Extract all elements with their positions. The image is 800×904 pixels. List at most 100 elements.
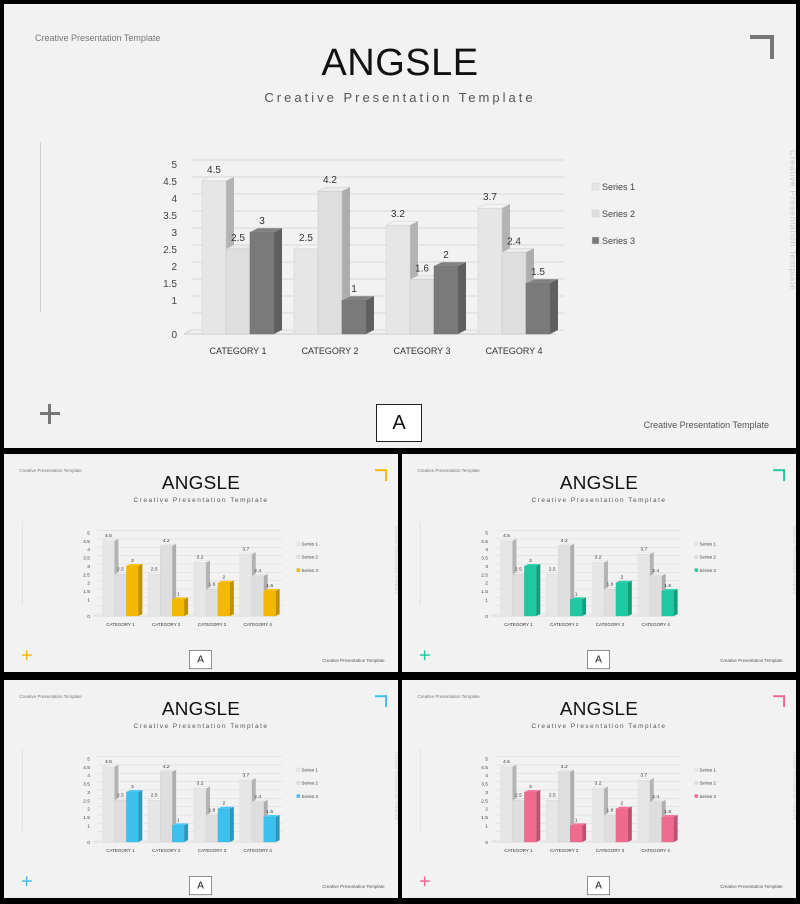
bar-front	[661, 816, 674, 843]
y-tick-label: 2	[485, 807, 488, 813]
legend-swatch	[296, 781, 301, 785]
bar-front	[193, 788, 207, 843]
y-tick-label: 2.5	[163, 245, 177, 256]
bar-front	[293, 248, 319, 335]
y-tick-label: 4	[171, 194, 177, 205]
axis-floor-edge	[183, 329, 193, 335]
axis-floor-edge	[93, 613, 98, 617]
bar	[263, 588, 280, 617]
bar-front	[637, 554, 650, 617]
bar-front	[512, 800, 525, 843]
data-label: 1.5	[664, 583, 671, 589]
data-label: 4.2	[561, 764, 568, 770]
bar-front	[603, 815, 617, 843]
page-subtitle: Creative Presentation Template	[264, 90, 536, 105]
bar	[217, 806, 234, 843]
data-label: 2.5	[231, 233, 245, 244]
x-tick-label: CATEGORY 2	[550, 848, 579, 853]
y-tick-label: 2	[87, 807, 90, 813]
bar-side	[673, 815, 678, 843]
data-label: 4.2	[163, 538, 170, 544]
x-tick-label: CATEGORY 4	[244, 622, 273, 627]
corner-bracket-icon	[750, 35, 774, 59]
data-label: 3.7	[640, 546, 647, 552]
bar-chart: 0 1 1.5 2 2.5 3 3.5 4 4.5 5 4.5 2.5 3 CATEGORY 1 2.5 4.…	[83, 530, 318, 627]
main-slide: Creative Presentation Template ANGSLE Cr…	[4, 4, 796, 448]
data-label: 4.2	[323, 175, 337, 186]
bar-front	[385, 224, 411, 335]
data-label: 4.5	[105, 759, 112, 765]
y-tick-label: 5	[87, 757, 90, 763]
bar	[570, 597, 587, 617]
legend-label: Series 2	[602, 209, 635, 219]
corner-bracket-icon	[773, 695, 786, 708]
x-tick-label: CATEGORY 3	[198, 622, 227, 627]
bar-chart: 0 1 1.5 2 2.5 3 3.5 4 4.5 5 4.5 2.5 3 CATEGORY 1 2.5 4.…	[481, 530, 717, 627]
bar-front	[477, 207, 503, 335]
legend-swatch	[694, 541, 699, 546]
y-tick-label: 1.5	[83, 589, 90, 595]
bar	[172, 597, 189, 617]
y-tick-label: 1.5	[481, 815, 488, 821]
y-tick-label: 1	[87, 597, 90, 603]
legend-swatch	[694, 767, 699, 772]
bar-front	[148, 574, 161, 617]
data-label: 1.6	[208, 581, 215, 587]
y-tick-label: 1.5	[83, 815, 90, 821]
bar-side	[184, 823, 189, 843]
bar-front	[102, 540, 115, 617]
legend-label: Series 3	[302, 794, 319, 799]
plus-icon	[21, 650, 32, 661]
bar-chart: 0 1 1.5 2 2.5 3 3.5 4 4.5 5 4.5 2.5 3 CATEGORY 1 2.5 4.…	[481, 756, 716, 853]
bar-chart: 0 1 1.5 2 2.5 3 3.5 4 4.5 5 4.5 2.5 3 CATEGORY 1 2.5 4.…	[83, 756, 319, 853]
letter-box: A	[189, 876, 212, 896]
bar-front	[102, 766, 115, 843]
data-label: 2	[621, 575, 624, 581]
legend-swatch	[296, 794, 301, 798]
slide-pink: Creative Presentation Template ANGSLE Cr…	[402, 680, 796, 898]
data-label: 2.5	[549, 792, 556, 798]
bar	[615, 806, 632, 843]
footer-text: Creative Presentation Template	[720, 658, 783, 664]
y-tick-label: 3.5	[163, 211, 177, 222]
bar-front	[603, 589, 617, 617]
bar-front	[500, 540, 513, 617]
data-label: 1	[351, 284, 357, 295]
x-tick-label: CATEGORY 1	[504, 848, 533, 853]
legend-swatch	[296, 555, 301, 559]
x-tick-label: CATEGORY 4	[642, 848, 671, 853]
y-tick-label: 4.5	[83, 765, 90, 771]
bar-side	[673, 589, 678, 617]
data-label: 1.5	[266, 809, 273, 815]
bar-side	[536, 563, 541, 617]
data-label: 2	[223, 801, 226, 807]
x-tick-label: CATEGORY 2	[152, 622, 181, 627]
data-label: 2.5	[299, 233, 313, 244]
bar-front	[649, 575, 662, 617]
bar	[433, 261, 467, 335]
corner-bracket-icon	[375, 469, 388, 482]
y-tick-label: 2.5	[83, 798, 90, 804]
data-label: 2.5	[117, 566, 124, 572]
data-label: 4.2	[561, 538, 568, 544]
legend-label: Series 3	[700, 568, 717, 573]
y-tick-label: 4.5	[83, 539, 90, 545]
y-tick-label: 1.5	[481, 589, 488, 595]
y-tick-label: 3	[485, 564, 488, 570]
bar-front	[225, 248, 251, 335]
data-label: 1.6	[208, 807, 215, 813]
data-label: 3	[259, 216, 265, 227]
y-tick-label: 5	[485, 757, 488, 763]
data-label: 2	[621, 801, 624, 807]
x-tick-label: CATEGORY 4	[485, 346, 542, 356]
legend-swatch	[591, 209, 600, 218]
bar	[661, 814, 678, 843]
bar-front	[558, 771, 571, 843]
page-title: ANGSLE	[559, 698, 639, 720]
bar	[249, 227, 283, 335]
data-label: 2	[223, 575, 226, 581]
header-text: Creative Presentation Template	[417, 468, 480, 474]
y-tick-label: 0	[87, 614, 90, 620]
bar-side	[582, 823, 587, 843]
data-label: 2	[443, 250, 449, 261]
